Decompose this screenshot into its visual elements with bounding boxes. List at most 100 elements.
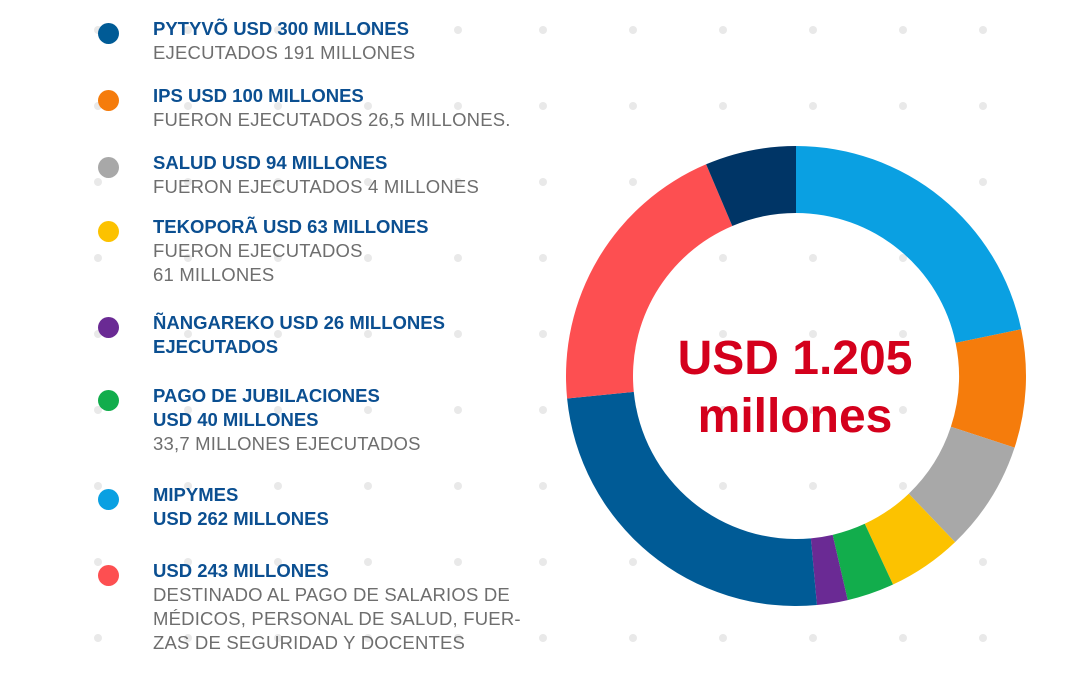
legend-swatch — [98, 221, 119, 242]
background-dot — [454, 482, 462, 490]
legend-subtitle: EJECUTADOS 191 MILLONES — [153, 42, 416, 63]
background-dot — [809, 26, 817, 34]
donut-chart — [566, 146, 1026, 606]
legend-subtitle: FUERON EJECUTADOS 61 MILLONES — [153, 240, 363, 285]
legend-item-salud: SALUD USD 94 MILLONES FUERON EJECUTADOS … — [98, 151, 548, 199]
donut-slice-7 — [566, 164, 733, 399]
background-dot — [364, 178, 372, 186]
legend-title: IPS USD 100 MILLONES — [153, 85, 364, 106]
background-dot — [539, 330, 547, 338]
background-dot — [184, 330, 192, 338]
legend-subtitle: 33,7 MILLONES EJECUTADOS — [153, 433, 421, 454]
background-dot — [719, 254, 727, 262]
legend-item-nangareko: ÑANGAREKO USD 26 MILLONES EJECUTADOS — [98, 311, 548, 359]
background-dot — [274, 178, 282, 186]
legend-subtitle: FUERON EJECUTADOS 4 MILLONES — [153, 176, 479, 197]
background-dot — [979, 558, 987, 566]
background-dot — [899, 634, 907, 642]
background-dot — [809, 330, 817, 338]
background-dot — [629, 558, 637, 566]
legend-title: MIPYMES USD 262 MILLONES — [153, 484, 329, 529]
legend-item-jubilaciones: PAGO DE JUBILACIONES USD 40 MILLONES 33,… — [98, 384, 548, 456]
background-dot — [94, 406, 102, 414]
background-dot — [184, 102, 192, 110]
background-dot — [719, 482, 727, 490]
background-dot — [184, 634, 192, 642]
background-dot — [94, 254, 102, 262]
background-dot — [809, 634, 817, 642]
background-dot — [274, 406, 282, 414]
donut-slice-5 — [810, 534, 848, 606]
background-dot — [629, 634, 637, 642]
legend-title: TEKOPORÃ USD 63 MILLONES — [153, 216, 429, 237]
legend-title: PAGO DE JUBILACIONES USD 40 MILLONES — [153, 385, 380, 430]
background-dot — [719, 330, 727, 338]
background-dot — [899, 26, 907, 34]
legend-item-ips: IPS USD 100 MILLONES FUERON EJECUTADOS 2… — [98, 84, 548, 132]
total-amount: USD 1.205 — [677, 332, 913, 385]
background-dot — [454, 406, 462, 414]
background-dot — [539, 26, 547, 34]
background-dot — [454, 330, 462, 338]
background-dot — [94, 558, 102, 566]
legend-title: SALUD USD 94 MILLONES — [153, 152, 388, 173]
background-dot — [94, 634, 102, 642]
background-dot — [364, 102, 372, 110]
legend-title: PYTYVÕ USD 300 MILLONES — [153, 18, 409, 39]
background-dot — [184, 558, 192, 566]
background-dot — [274, 26, 282, 34]
background-dot — [364, 634, 372, 642]
background-dot — [719, 102, 727, 110]
background-dot — [719, 406, 727, 414]
legend-swatch — [98, 317, 119, 338]
background-dot — [809, 482, 817, 490]
background-dot — [539, 558, 547, 566]
background-dot — [454, 254, 462, 262]
background-dot — [719, 26, 727, 34]
background-dot — [979, 102, 987, 110]
background-dot — [454, 102, 462, 110]
background-dot — [364, 330, 372, 338]
background-dot — [94, 482, 102, 490]
donut-slice-0 — [796, 146, 1022, 343]
total-unit: millones — [697, 390, 893, 443]
background-dot — [719, 634, 727, 642]
background-dot — [94, 178, 102, 186]
background-dot — [979, 634, 987, 642]
legend-item-pytyvo: PYTYVÕ USD 300 MILLONES EJECUTADOS 191 M… — [98, 17, 548, 65]
legend-swatch — [98, 489, 119, 510]
background-dot — [364, 26, 372, 34]
background-dot — [809, 406, 817, 414]
donut-center-total: USD 1.205 millones — [650, 330, 940, 446]
background-dot — [184, 26, 192, 34]
legend-item-salarios: USD 243 MILLONES DESTINADO AL PAGO DE SA… — [98, 559, 548, 655]
background-dot — [184, 178, 192, 186]
background-dot — [364, 482, 372, 490]
background-dot — [899, 254, 907, 262]
background-dot — [629, 178, 637, 186]
background-dot — [274, 254, 282, 262]
background-dot — [274, 482, 282, 490]
background-dot — [539, 178, 547, 186]
background-dot — [184, 482, 192, 490]
background-dot — [899, 330, 907, 338]
background-dot — [539, 254, 547, 262]
donut-slice-3 — [864, 493, 956, 585]
background-dot — [539, 482, 547, 490]
legend-item-tekopora: TEKOPORÃ USD 63 MILLONES FUERON EJECUTAD… — [98, 215, 548, 287]
chart-legend: PYTYVÕ USD 300 MILLONES EJECUTADOS 191 M… — [98, 17, 548, 655]
background-dot — [979, 178, 987, 186]
background-dot — [364, 406, 372, 414]
background-dot — [899, 406, 907, 414]
background-dot — [274, 558, 282, 566]
background-dot — [454, 558, 462, 566]
legend-swatch — [98, 390, 119, 411]
background-dot — [539, 406, 547, 414]
legend-title: ÑANGAREKO USD 26 MILLONES EJECUTADOS — [153, 312, 445, 357]
background-dot — [899, 482, 907, 490]
background-dot — [629, 26, 637, 34]
background-dot — [454, 634, 462, 642]
legend-title: USD 243 MILLONES — [153, 560, 329, 581]
legend-swatch — [98, 565, 119, 586]
legend-swatch — [98, 90, 119, 111]
